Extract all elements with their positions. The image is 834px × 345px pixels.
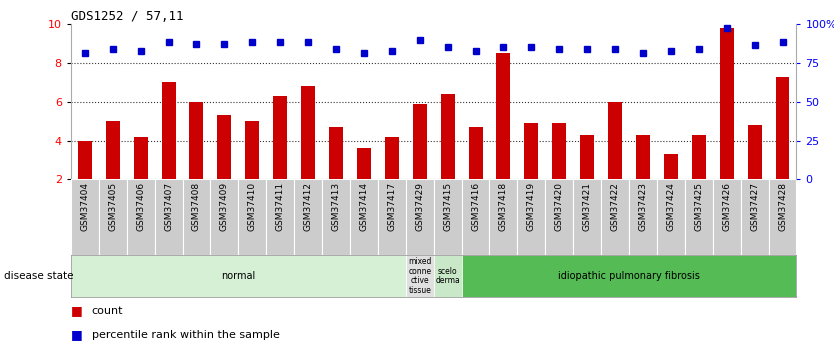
Bar [692,135,706,179]
Bar [525,123,538,179]
Bar [657,179,685,255]
Bar [434,255,461,297]
Bar [274,96,287,179]
Text: GSM37421: GSM37421 [583,182,591,231]
Text: normal: normal [221,271,255,281]
Text: GSM37416: GSM37416 [471,182,480,231]
Bar [210,179,239,255]
Text: GDS1252 / 57,11: GDS1252 / 57,11 [71,10,183,23]
Bar [747,125,761,179]
Text: ■: ■ [71,304,87,317]
Text: GSM37408: GSM37408 [192,182,201,231]
Text: GSM37423: GSM37423 [639,182,647,231]
Bar [636,135,650,179]
Text: GSM37418: GSM37418 [499,182,508,231]
Text: GSM37412: GSM37412 [304,182,313,231]
Bar [601,179,629,255]
Bar [78,141,92,179]
Bar [106,121,120,179]
Bar [406,179,434,255]
Bar [71,255,406,297]
Text: scelo
derma: scelo derma [435,267,460,285]
Text: idiopathic pulmonary fibrosis: idiopathic pulmonary fibrosis [558,271,700,281]
Text: GSM37417: GSM37417 [387,182,396,231]
Bar [322,179,350,255]
Bar [301,86,315,179]
Bar [713,179,741,255]
Bar [608,102,622,179]
Bar [469,127,483,179]
Bar [183,179,210,255]
Text: GSM37410: GSM37410 [248,182,257,231]
Text: mixed
conne
ctive
tissue: mixed conne ctive tissue [408,257,431,295]
Bar [580,135,594,179]
Bar [461,255,796,297]
Bar [133,137,148,179]
Bar [218,115,231,179]
Bar [329,127,343,179]
Text: ■: ■ [71,328,87,341]
Text: count: count [92,306,123,315]
Bar [162,82,175,179]
Bar [266,179,294,255]
Text: GSM37404: GSM37404 [80,182,89,231]
Text: GSM37406: GSM37406 [136,182,145,231]
Text: GSM37405: GSM37405 [108,182,118,231]
Text: GSM37407: GSM37407 [164,182,173,231]
Bar [189,102,203,179]
Bar [685,179,713,255]
Bar [461,179,490,255]
Bar [573,179,601,255]
Bar [357,148,371,179]
Bar [720,28,734,179]
Text: GSM37425: GSM37425 [694,182,703,231]
Bar [294,179,322,255]
Text: GSM37422: GSM37422 [610,182,620,230]
Bar [384,137,399,179]
Text: GSM37426: GSM37426 [722,182,731,231]
Bar [496,53,510,179]
Text: GSM37409: GSM37409 [220,182,229,231]
Text: GSM37420: GSM37420 [555,182,564,231]
Bar [545,179,573,255]
Bar [350,179,378,255]
Bar [154,179,183,255]
Bar [378,179,406,255]
Bar [98,179,127,255]
Text: GSM37429: GSM37429 [415,182,425,231]
Bar [490,179,517,255]
Bar [517,179,545,255]
Text: disease state: disease state [4,271,73,281]
Bar [769,179,796,255]
Text: GSM37427: GSM37427 [750,182,759,231]
Text: GSM37414: GSM37414 [359,182,369,231]
Bar [71,179,98,255]
Text: percentile rank within the sample: percentile rank within the sample [92,330,279,339]
Text: GSM37424: GSM37424 [666,182,676,230]
Bar [413,104,427,179]
Bar [741,179,769,255]
Bar [629,179,657,255]
Bar [776,77,790,179]
Text: GSM37411: GSM37411 [276,182,284,231]
Bar [434,179,461,255]
Text: GSM37415: GSM37415 [443,182,452,231]
Bar [552,123,566,179]
Bar [664,154,678,179]
Bar [406,255,434,297]
Bar [440,94,455,179]
Bar [127,179,154,255]
Text: GSM37419: GSM37419 [527,182,536,231]
Bar [239,179,266,255]
Bar [245,121,259,179]
Text: GSM37413: GSM37413 [331,182,340,231]
Text: GSM37428: GSM37428 [778,182,787,231]
